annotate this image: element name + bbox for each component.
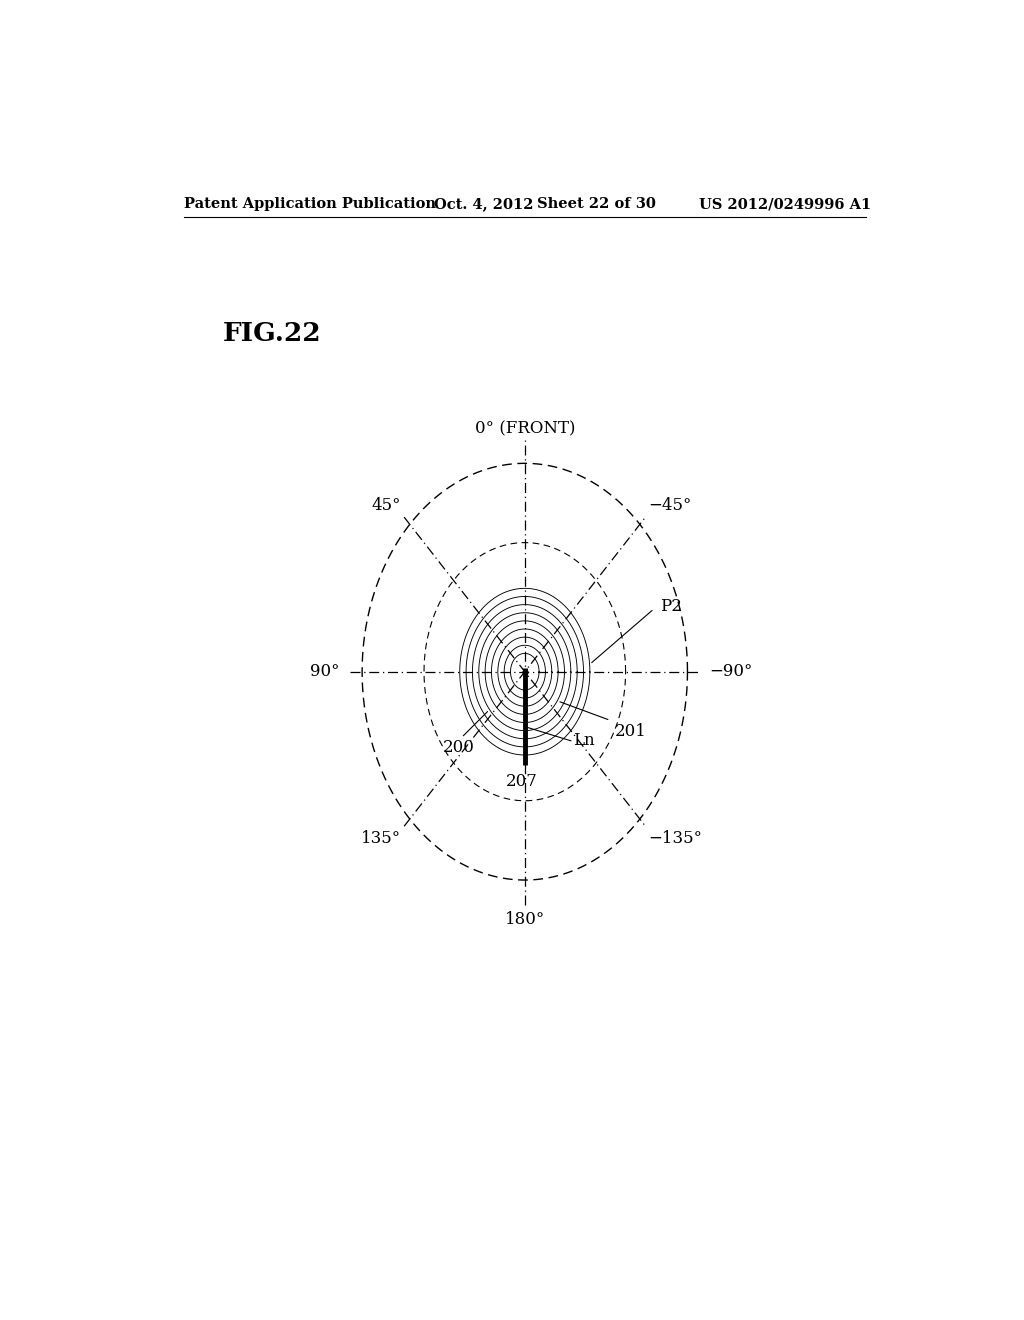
Text: −90°: −90°	[710, 663, 753, 680]
Text: Sheet 22 of 30: Sheet 22 of 30	[537, 197, 655, 211]
Text: 207: 207	[506, 774, 538, 791]
Text: 200: 200	[443, 739, 475, 756]
Text: 90°: 90°	[310, 663, 340, 680]
Text: 180°: 180°	[505, 911, 545, 928]
Text: −135°: −135°	[648, 830, 702, 847]
Text: Patent Application Publication: Patent Application Publication	[183, 197, 435, 211]
Text: −45°: −45°	[648, 496, 691, 513]
Text: Ln: Ln	[573, 733, 595, 750]
Text: FIG.22: FIG.22	[223, 321, 322, 346]
Text: 201: 201	[614, 722, 646, 739]
Text: 0° (FRONT): 0° (FRONT)	[474, 420, 575, 437]
Text: Oct. 4, 2012: Oct. 4, 2012	[433, 197, 534, 211]
Text: P2: P2	[659, 598, 682, 615]
Text: US 2012/0249996 A1: US 2012/0249996 A1	[699, 197, 871, 211]
Text: 45°: 45°	[372, 496, 401, 513]
Text: 135°: 135°	[361, 830, 401, 847]
